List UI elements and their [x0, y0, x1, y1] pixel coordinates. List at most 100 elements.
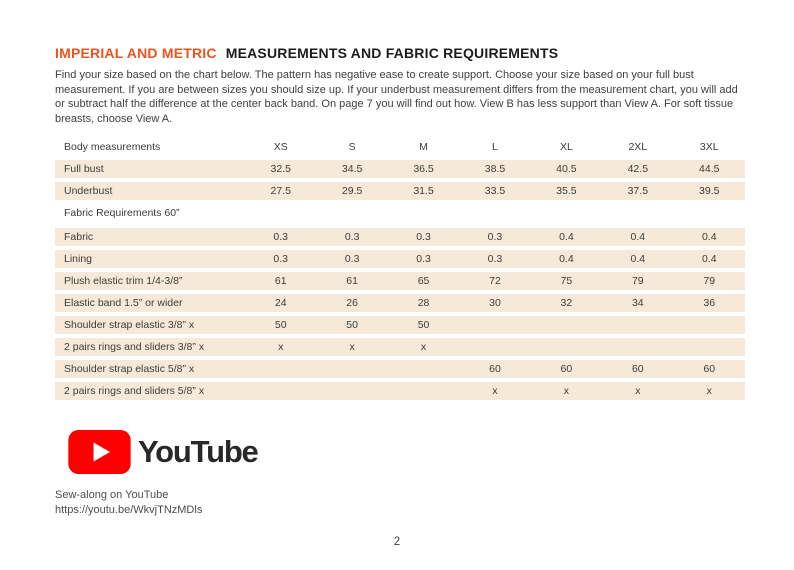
title-main: MEASUREMENTS AND FABRIC REQUIREMENTS [225, 45, 559, 61]
youtube-link[interactable]: https://youtu.be/WkvjTNzMDls [55, 504, 203, 516]
cell-value: 50 [274, 319, 287, 331]
cell-value: L [492, 141, 498, 153]
cell-value: 33.5 [484, 185, 506, 197]
cell-value: 0.3 [416, 231, 431, 243]
cell-value: 36.5 [413, 163, 434, 175]
cell-value: 61 [346, 275, 358, 287]
row-label: 2 pairs rings and sliders 5/8” x [64, 385, 205, 397]
cell-value: x [420, 341, 427, 353]
youtube-logo: YouTube [68, 430, 745, 474]
cell-value: 34.5 [341, 163, 363, 175]
row-label: Body measurements [64, 141, 161, 153]
cell-value: 50 [346, 319, 358, 331]
cell-value: 61 [274, 275, 287, 287]
cell-value: XS [273, 141, 288, 153]
row-label: Plush elastic trim 1/4-3/8” [64, 275, 183, 287]
cell-value: 36 [703, 297, 716, 309]
cell-value: 60 [489, 363, 501, 375]
cell-value: 75 [560, 275, 573, 287]
cell-value: M [419, 141, 428, 153]
cell-value: x [563, 385, 570, 397]
intro-paragraph: Find your size based on the chart below.… [55, 69, 738, 125]
cell-value: 65 [417, 275, 430, 287]
table-row: Shoulder strap elastic 3/8” x 50 50 50 [55, 316, 745, 334]
page-content: IMPERIAL AND METRIC MEASUREMENTS AND FABR… [55, 45, 745, 518]
cell-value: 0.3 [273, 231, 289, 243]
row-label: Elastic band 1.5” or wider [64, 297, 183, 309]
cell-value: 28 [417, 297, 430, 309]
cell-value: XL [559, 141, 573, 153]
youtube-logo-text: YouTube [138, 434, 259, 469]
cell-value: 79 [631, 275, 644, 287]
cell-value: 0.4 [630, 231, 646, 243]
row-label: Full bust [64, 163, 104, 175]
cell-value: 34 [631, 297, 644, 309]
cell-value: 0.3 [487, 253, 503, 265]
cell-value: 35.5 [556, 185, 577, 197]
youtube-block: YouTube Sew-along on YouTube https://you… [55, 430, 745, 518]
row-label: Lining [64, 253, 93, 265]
cell-value: 42.5 [627, 163, 649, 175]
cell-value: 60 [703, 363, 716, 375]
cell-value: x [492, 385, 498, 397]
cell-value: 60 [560, 363, 573, 375]
table-row: Elastic band 1.5” or wider 24 26 28 30 32 34 36 [55, 294, 745, 312]
row-label: Underbust [64, 185, 113, 197]
table-row: Plush elastic trim 1/4-3/8” 61 61 65 72 75 79 7… [55, 272, 745, 290]
cell-value: 60 [631, 363, 644, 375]
cell-value: 38.5 [484, 163, 506, 175]
cell-value: 32 [560, 297, 573, 309]
cell-value: 40.5 [556, 163, 577, 175]
cell-value: 29.5 [341, 185, 363, 197]
cell-value: 2XL [628, 141, 648, 153]
row-label: Fabric [64, 231, 94, 243]
cell-value: 0.3 [487, 231, 503, 243]
row-label: Fabric Requirements 60” [64, 207, 180, 219]
youtube-play-icon [68, 430, 131, 474]
table-row: Underbust 27.5 29.5 31.5 33.5 35.5 37.5 39.5 [55, 182, 745, 200]
cell-value: 3XL [699, 141, 719, 153]
cell-value: 0.3 [344, 231, 360, 243]
measurements-table: Body measurements XS S M L XL 2XL 3XL Full bust 3… [55, 138, 745, 400]
cell-value: x [635, 385, 641, 397]
cell-value: 32.5 [270, 163, 291, 175]
cell-value: 24 [274, 297, 287, 309]
cell-value: 37.5 [627, 185, 649, 197]
page-number: 2 [393, 536, 401, 548]
row-label: Shoulder strap elastic 3/8” x [64, 319, 195, 331]
table-section-row: Fabric Requirements 60” [55, 204, 745, 222]
cell-value: 0.4 [701, 231, 717, 243]
cell-value: 0.4 [559, 231, 574, 243]
cell-value: 26 [346, 297, 358, 309]
cell-value: x [349, 341, 355, 353]
cell-value: 0.3 [416, 253, 431, 265]
row-label: Shoulder strap elastic 5/8” x [64, 363, 195, 375]
table-row: Lining 0.3 0.3 0.3 0.3 0.4 0.4 0.4 [55, 250, 745, 268]
title-accent: IMPERIAL AND METRIC [55, 45, 217, 61]
cell-value: 39.5 [699, 185, 720, 197]
cell-value: x [706, 385, 712, 397]
table-row: Shoulder strap elastic 5/8” x 60 60 60 60 [55, 360, 745, 378]
cell-value: 50 [417, 319, 430, 331]
cell-value: 79 [703, 275, 716, 287]
table-row: 2 pairs rings and sliders 5/8” x x x x x [55, 382, 745, 400]
table-row: 2 pairs rings and sliders 3/8” x x x x [55, 338, 745, 356]
page-title: IMPERIAL AND METRIC MEASUREMENTS AND FABR… [55, 45, 745, 61]
cell-value: 27.5 [270, 185, 291, 197]
youtube-caption: Sew-along on YouTube [55, 489, 169, 501]
cell-value: 30 [489, 297, 501, 309]
cell-value: 44.5 [699, 163, 720, 175]
table-header-row: Body measurements XS S M L XL 2XL 3XL [55, 138, 745, 156]
row-label: 2 pairs rings and sliders 3/8” x [64, 341, 205, 353]
cell-value: 0.4 [559, 253, 574, 265]
table-row: Fabric 0.3 0.3 0.3 0.3 0.4 0.4 0.4 [55, 228, 745, 246]
cell-value: S [348, 141, 356, 153]
cell-value: 31.5 [413, 185, 434, 197]
cell-value: 0.3 [344, 253, 360, 265]
cell-value: 0.4 [701, 253, 717, 265]
cell-value: 0.3 [273, 253, 289, 265]
cell-value: 0.4 [630, 253, 646, 265]
table-row: Full bust 32.5 34.5 36.5 38.5 40.5 42.5 44.5 [55, 160, 745, 178]
cell-value: 72 [489, 275, 501, 287]
